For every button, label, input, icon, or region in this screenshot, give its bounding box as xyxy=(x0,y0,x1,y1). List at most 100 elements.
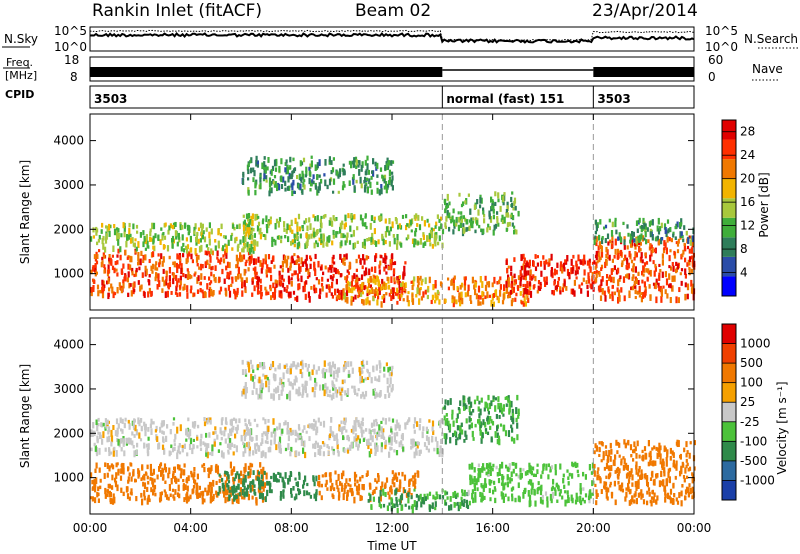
echo-cell xyxy=(399,479,402,484)
echo-cell xyxy=(355,436,358,442)
echo-cell xyxy=(634,251,637,258)
echo-cell xyxy=(659,460,662,465)
echo-cell xyxy=(289,451,292,457)
echo-cell xyxy=(157,253,160,257)
echo-cell xyxy=(365,182,368,187)
echo-cell xyxy=(103,254,106,259)
echo-cell xyxy=(375,366,378,371)
echo-cell xyxy=(458,192,461,197)
echo-cell xyxy=(343,223,346,230)
echo-cell xyxy=(125,240,128,248)
echo-cell xyxy=(147,427,150,432)
echo-cell xyxy=(350,234,353,238)
echo-cell xyxy=(263,482,266,489)
echo-cell xyxy=(575,260,578,267)
echo-cell xyxy=(669,297,672,304)
echo-cell xyxy=(284,187,287,192)
echo-cell xyxy=(269,216,272,220)
echo-cell xyxy=(452,283,455,289)
echo-cell xyxy=(384,444,387,450)
colorbar-swatch xyxy=(722,324,736,344)
echo-cell xyxy=(230,418,233,426)
echo-cell xyxy=(337,190,340,194)
echo-cell xyxy=(684,467,687,474)
echo-cell xyxy=(681,253,684,258)
echo-cell xyxy=(487,407,490,412)
echo-cell xyxy=(173,446,176,452)
echo-cell xyxy=(550,496,553,504)
echo-cell xyxy=(165,270,168,274)
echo-cell xyxy=(667,468,670,474)
echo-cell xyxy=(517,415,520,419)
echo-cell xyxy=(434,436,437,442)
echo-cell xyxy=(393,237,396,245)
echo-cell xyxy=(253,244,256,251)
echo-cell xyxy=(502,196,505,202)
echo-cell xyxy=(654,237,657,242)
echo-cell xyxy=(216,469,220,475)
echo-cell xyxy=(346,269,349,273)
echo-cell xyxy=(193,273,196,277)
echo-cell xyxy=(225,421,228,426)
echo-cell xyxy=(176,452,179,460)
echo-cell xyxy=(252,177,255,183)
echo-cell xyxy=(523,257,526,262)
echo-cell xyxy=(248,367,251,373)
echo-cell xyxy=(332,157,335,161)
echo-cell xyxy=(419,238,422,245)
echo-cell xyxy=(351,287,354,294)
echo-cell xyxy=(112,425,115,430)
echo-cell xyxy=(282,278,285,282)
echo-cell xyxy=(311,387,314,393)
echo-cell xyxy=(691,283,694,288)
echo-cell xyxy=(207,443,210,449)
echo-cell xyxy=(368,372,371,378)
echo-cell xyxy=(222,235,226,239)
echo-cell xyxy=(591,261,595,265)
echo-cell xyxy=(343,254,346,259)
echo-cell xyxy=(402,446,405,452)
echo-cell xyxy=(168,484,171,491)
echo-cell xyxy=(190,472,193,478)
echo-cell xyxy=(642,273,645,277)
echo-cell xyxy=(137,280,140,285)
echo-cell xyxy=(407,497,410,504)
echo-cell xyxy=(608,472,611,478)
echo-cell xyxy=(376,162,379,169)
echo-cell xyxy=(642,265,645,272)
echo-cell xyxy=(326,487,329,491)
echo-cell xyxy=(513,200,516,207)
echo-cell xyxy=(268,489,272,494)
echo-cell xyxy=(391,384,394,391)
echo-cell xyxy=(626,472,629,477)
echo-cell xyxy=(375,391,378,398)
echo-cell xyxy=(271,240,274,247)
echo-cell xyxy=(374,394,377,399)
echo-cell xyxy=(378,424,381,432)
echo-cell xyxy=(668,273,671,280)
echo-cell xyxy=(474,495,477,503)
echo-cell xyxy=(451,414,454,420)
echo-cell xyxy=(164,480,167,484)
echo-cell xyxy=(678,492,681,499)
echo-cell xyxy=(388,384,391,388)
echo-cell xyxy=(440,223,443,229)
echo-cell xyxy=(340,472,344,480)
echo-cell xyxy=(345,429,348,433)
echo-cell xyxy=(258,445,261,452)
echo-cell xyxy=(182,273,185,278)
echo-cell xyxy=(166,290,169,298)
echo-cell xyxy=(503,483,506,490)
echo-cell xyxy=(287,378,290,383)
echo-cell xyxy=(494,191,497,197)
echo-cell xyxy=(245,387,248,394)
echo-cell xyxy=(357,483,361,490)
echo-cell xyxy=(357,160,360,164)
echo-cell xyxy=(134,238,137,242)
echo-cell xyxy=(567,494,570,499)
echo-cell xyxy=(469,418,472,422)
echo-cell xyxy=(631,233,634,240)
echo-cell xyxy=(202,441,205,446)
echo-cell xyxy=(323,173,326,177)
echo-cell xyxy=(486,415,489,420)
